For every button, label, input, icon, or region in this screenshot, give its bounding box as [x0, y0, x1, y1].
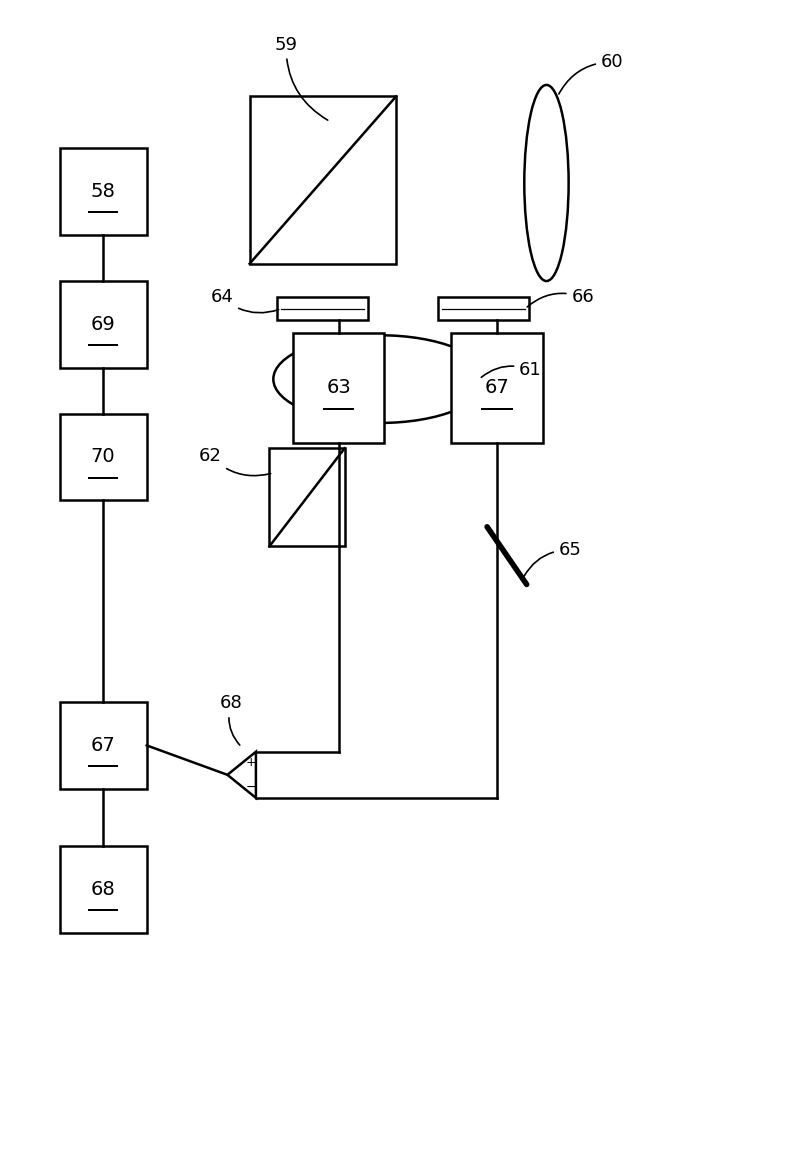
Text: 64: 64	[210, 288, 278, 313]
Ellipse shape	[524, 85, 569, 281]
Text: 65: 65	[524, 540, 582, 576]
Bar	[59, 414, 146, 501]
Text: −: −	[246, 781, 257, 794]
Bar	[278, 297, 368, 321]
Text: 67: 67	[485, 379, 510, 397]
Text: 63: 63	[326, 379, 351, 397]
Bar	[59, 281, 146, 367]
Text: 70: 70	[91, 447, 115, 466]
Text: 60: 60	[559, 52, 623, 94]
Bar	[59, 702, 146, 789]
Bar	[59, 846, 146, 933]
Text: +: +	[246, 755, 257, 768]
Bar	[451, 333, 542, 443]
Bar	[438, 297, 529, 321]
Bar	[250, 96, 396, 264]
Text: 67: 67	[90, 736, 115, 755]
Text: 69: 69	[90, 315, 115, 333]
Text: 68: 68	[220, 694, 242, 745]
Text: 61: 61	[482, 361, 542, 379]
Text: 66: 66	[527, 288, 594, 307]
Text: 59: 59	[274, 36, 328, 120]
Polygon shape	[227, 752, 256, 798]
Bar	[293, 333, 384, 443]
Ellipse shape	[274, 336, 487, 423]
Text: 58: 58	[90, 182, 115, 201]
Bar	[59, 149, 146, 235]
Text: 68: 68	[90, 880, 115, 899]
Bar	[270, 449, 345, 546]
Text: 62: 62	[198, 446, 270, 475]
